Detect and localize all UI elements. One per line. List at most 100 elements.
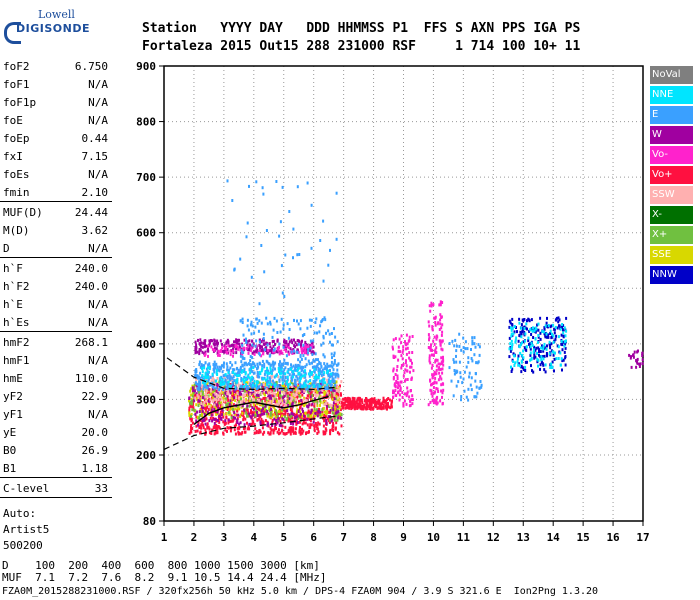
echo-point xyxy=(411,394,414,398)
echo-point xyxy=(266,397,269,401)
echo-point xyxy=(510,339,513,343)
echo-point xyxy=(322,406,325,410)
echo-point xyxy=(263,348,266,352)
echo-point xyxy=(258,319,261,323)
echo-point xyxy=(230,391,233,395)
echo-point xyxy=(325,409,328,413)
echo-point xyxy=(205,344,208,348)
echo-point xyxy=(205,392,207,396)
echo-point xyxy=(280,368,283,371)
echo-point xyxy=(204,352,207,356)
echo-point xyxy=(402,345,405,349)
echo-point xyxy=(269,400,272,403)
echo-point xyxy=(194,374,197,378)
echo-point xyxy=(551,335,554,339)
echo-point xyxy=(276,393,278,397)
echo-point xyxy=(298,253,301,256)
echo-point xyxy=(317,391,320,395)
echo-point xyxy=(326,404,329,408)
echo-point xyxy=(322,373,325,376)
echo-point xyxy=(204,403,207,407)
echo-point xyxy=(286,322,289,326)
echo-point xyxy=(404,342,407,346)
echo-point xyxy=(523,318,526,321)
echo-point xyxy=(262,407,264,411)
echo-point xyxy=(360,398,363,402)
echo-point xyxy=(636,361,639,365)
echo-point xyxy=(525,322,528,326)
echo-point xyxy=(282,396,284,400)
echo-point xyxy=(193,383,196,387)
echo-point xyxy=(265,412,268,416)
echo-point xyxy=(438,371,441,375)
header-line-1: Station YYYY DAY DDD HHMMSS P1 FFS S AXN… xyxy=(142,21,581,36)
echo-point xyxy=(532,326,534,330)
echo-point xyxy=(285,404,288,408)
echo-point xyxy=(330,360,333,364)
echo-point xyxy=(468,371,471,375)
echo-point xyxy=(560,339,563,343)
echo-point xyxy=(267,379,270,383)
echo-point xyxy=(314,321,317,324)
echo-point xyxy=(298,371,301,375)
echo-point xyxy=(248,414,251,418)
echo-point xyxy=(250,422,252,426)
echo-point xyxy=(278,345,280,349)
echo-point xyxy=(397,345,400,349)
echo-point xyxy=(243,408,246,412)
echo-point xyxy=(227,392,230,396)
echo-point xyxy=(534,326,537,330)
echo-point xyxy=(290,338,293,342)
echo-point xyxy=(269,394,272,398)
echo-point xyxy=(223,361,225,365)
echo-point xyxy=(561,359,564,363)
echo-point xyxy=(295,398,298,402)
echo-point xyxy=(205,376,208,380)
echo-point xyxy=(508,319,511,323)
echo-point xyxy=(209,382,212,386)
echo-point xyxy=(260,412,263,416)
echo-point xyxy=(212,416,215,420)
echo-point xyxy=(291,402,294,405)
echo-point xyxy=(540,346,543,350)
echo-point xyxy=(211,381,214,385)
echo-point xyxy=(336,391,339,395)
echo-point xyxy=(523,330,526,334)
echo-point xyxy=(310,391,313,395)
echo-point xyxy=(313,388,316,392)
echo-point xyxy=(273,350,276,354)
echo-point xyxy=(432,401,435,405)
echo-point xyxy=(395,394,398,397)
echo-point xyxy=(222,365,225,369)
echo-point xyxy=(346,403,349,407)
echo-point xyxy=(294,430,297,434)
echo-point xyxy=(206,425,209,429)
echo-point xyxy=(205,389,208,393)
echo-point xyxy=(227,421,230,425)
echo-point xyxy=(313,381,316,385)
echo-point xyxy=(202,423,204,427)
echo-point xyxy=(530,364,532,368)
echo-point xyxy=(223,399,226,403)
echo-point xyxy=(243,375,246,379)
echo-point xyxy=(522,340,525,344)
echo-point xyxy=(442,382,445,386)
echo-point xyxy=(230,401,233,405)
echo-point xyxy=(458,360,461,364)
echo-point xyxy=(332,401,335,405)
echo-point xyxy=(382,406,385,410)
echo-point xyxy=(465,395,468,399)
echo-point xyxy=(216,427,219,431)
echo-point xyxy=(253,423,256,427)
echo-point xyxy=(264,378,267,382)
echo-point xyxy=(330,352,333,356)
echo-point xyxy=(274,385,277,389)
echo-point xyxy=(363,399,366,403)
echo-point xyxy=(304,369,306,373)
echo-point xyxy=(240,379,243,383)
echo-point xyxy=(442,355,444,359)
echo-point xyxy=(197,421,200,425)
echo-point xyxy=(336,385,339,389)
echo-point xyxy=(234,398,237,402)
param-value: 22.9 xyxy=(81,390,109,403)
